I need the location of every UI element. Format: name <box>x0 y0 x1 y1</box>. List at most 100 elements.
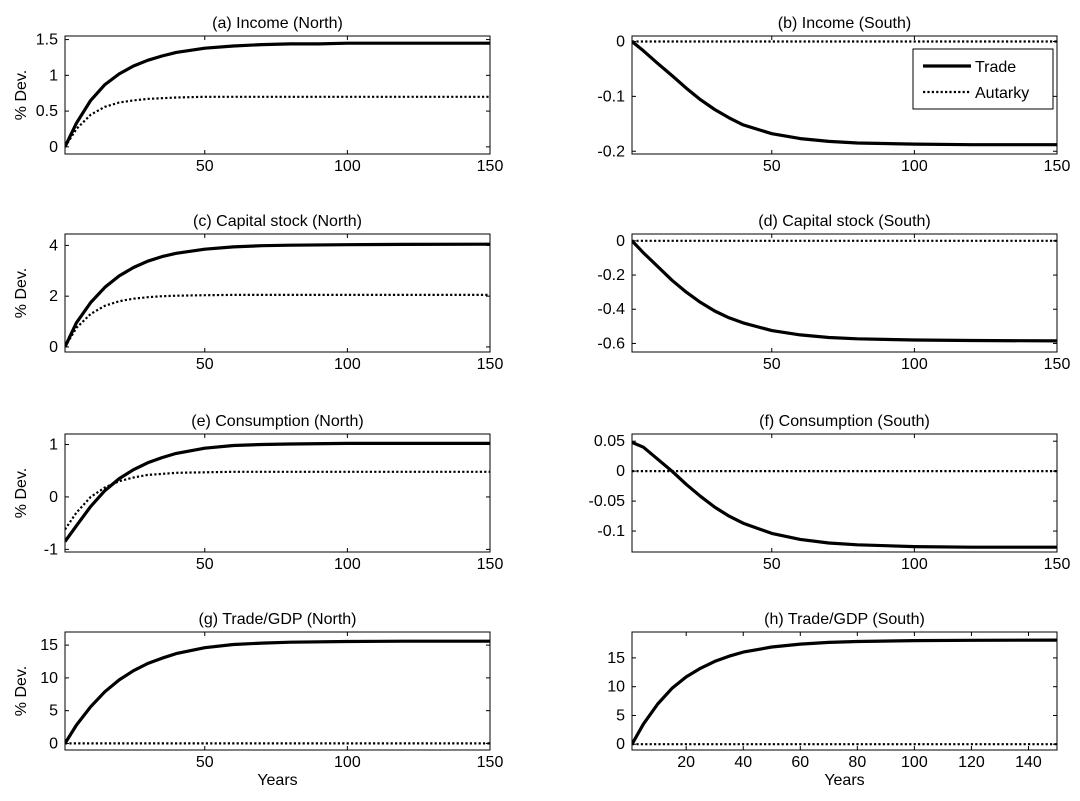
series-line-solid <box>632 40 1057 147</box>
x-tick-label: 100 <box>901 754 928 771</box>
series-line-dotted <box>65 293 490 348</box>
x-tick-label: 50 <box>196 556 214 573</box>
x-axis-label: Years <box>257 772 297 789</box>
y-tick-label: -0.2 <box>597 267 625 284</box>
axes-box <box>64 631 491 751</box>
subplot-title: (d) Capital stock (South) <box>758 213 931 230</box>
y-tick-label: 2 <box>49 288 58 305</box>
x-tick-label: 50 <box>196 356 214 373</box>
y-tick-label: 15 <box>40 637 58 654</box>
y-tick-label: 0 <box>616 33 625 50</box>
y-tick-label: 15 <box>607 650 625 667</box>
legend-label: Autarky <box>975 85 1029 102</box>
legend-box <box>912 48 1054 110</box>
series-line-dotted <box>65 470 490 531</box>
x-tick-label: 40 <box>734 754 752 771</box>
axes-box <box>631 433 1058 553</box>
y-tick-label: -0.6 <box>597 335 625 352</box>
series-line-solid <box>632 440 1057 549</box>
y-tick-label: 10 <box>40 670 58 687</box>
subplot-title: (f) Consumption (South) <box>759 413 930 430</box>
y-axis-label: % Dev. <box>13 268 30 318</box>
x-tick-label: 150 <box>477 158 504 175</box>
x-tick-label: 100 <box>334 556 361 573</box>
y-tick-label: 5 <box>616 707 625 724</box>
series-line-solid <box>65 41 490 148</box>
y-tick-label: -0.1 <box>597 88 625 105</box>
x-tick-label: 150 <box>1044 556 1071 573</box>
subplot-3: (d) Capital stock (South) 50 100 150 0 -0.2 -0… <box>597 213 1070 373</box>
y-tick-label: 0 <box>49 735 58 752</box>
axes-box <box>631 35 1058 155</box>
subplot-2: (c) Capital stock (North) 50 100 150 0 2 4 % De… <box>13 213 503 373</box>
x-tick-label: 50 <box>763 356 781 373</box>
y-tick-label: 0.5 <box>36 103 58 120</box>
legend-label: Trade <box>975 59 1016 76</box>
y-tick-label: -0.4 <box>597 301 625 318</box>
subplot-title: (c) Capital stock (North) <box>193 213 362 230</box>
subplot-5: (f) Consumption (South) 50 100 150 0.05 0 -0.0… <box>589 413 1071 573</box>
x-tick-label: 80 <box>848 754 866 771</box>
y-tick-label: 1 <box>49 67 58 84</box>
x-tick-label: 150 <box>1044 158 1071 175</box>
subplot-title: (e) Consumption (North) <box>191 413 364 430</box>
x-tick-label: 100 <box>334 356 361 373</box>
y-tick-label: 0 <box>49 489 58 506</box>
x-tick-label: 50 <box>763 556 781 573</box>
y-tick-label: -0.05 <box>589 493 626 510</box>
subplot-6: (g) Trade/GDP (North) 50 100 150 0 5 10 15 % Dev… <box>13 611 503 789</box>
x-tick-label: 100 <box>901 158 928 175</box>
subplot-title: (h) Trade/GDP (South) <box>764 611 925 628</box>
y-tick-label: 0 <box>616 233 625 250</box>
subplot-0: (a) Income (North) 50 100 150 0 0.5 1 1.5 % Dev. <box>13 15 503 175</box>
subplot-title: (a) Income (North) <box>212 15 343 32</box>
y-tick-label: -1 <box>44 541 58 558</box>
y-tick-label: 0.05 <box>594 433 625 450</box>
x-tick-label: 50 <box>196 158 214 175</box>
y-tick-label: 1.5 <box>36 32 58 49</box>
series-line-solid <box>65 242 490 348</box>
series-line-solid <box>632 638 1057 745</box>
x-tick-label: 140 <box>1015 754 1042 771</box>
x-tick-label: 100 <box>901 556 928 573</box>
x-tick-label: 20 <box>677 754 695 771</box>
x-tick-label: 100 <box>334 158 361 175</box>
subplot-4: (e) Consumption (North) 50 100 150 -1 0 1 % Dev… <box>13 413 503 573</box>
x-tick-label: 150 <box>477 754 504 771</box>
x-axis-label: Years <box>824 772 864 789</box>
x-tick-label: 150 <box>477 556 504 573</box>
x-tick-label: 60 <box>791 754 809 771</box>
y-tick-label: 0 <box>616 463 625 480</box>
y-axis-label: % Dev. <box>13 468 30 518</box>
y-tick-label: 5 <box>49 703 58 720</box>
legend: Trade Autarky <box>912 48 1054 110</box>
y-axis-label: % Dev. <box>13 70 30 120</box>
axes-box <box>64 35 491 155</box>
x-tick-label: 150 <box>477 356 504 373</box>
y-tick-label: -0.1 <box>597 523 625 540</box>
subplot-title: (b) Income (South) <box>778 15 911 32</box>
series-line-solid <box>65 639 490 745</box>
y-tick-label: 0 <box>616 736 625 753</box>
subplot-7: (h) Trade/GDP (South) 20 40 60 80 100 120 140 0 5… <box>607 611 1058 789</box>
y-tick-label: 0 <box>49 139 58 156</box>
x-tick-label: 150 <box>1044 356 1071 373</box>
series-line-solid <box>632 239 1057 343</box>
series-line-dotted <box>65 95 490 148</box>
y-tick-label: 10 <box>607 679 625 696</box>
x-tick-label: 50 <box>196 754 214 771</box>
y-axis-label: % Dev. <box>13 666 30 716</box>
y-tick-label: 0 <box>49 339 58 356</box>
x-tick-label: 120 <box>958 754 985 771</box>
x-tick-label: 50 <box>763 158 781 175</box>
x-tick-label: 100 <box>901 356 928 373</box>
y-tick-label: 1 <box>49 436 58 453</box>
y-tick-label: -0.2 <box>597 143 625 160</box>
series-line-solid <box>65 441 490 543</box>
y-tick-label: 4 <box>49 237 58 254</box>
axes-box <box>64 233 491 353</box>
x-tick-label: 100 <box>334 754 361 771</box>
axes-box <box>64 433 491 553</box>
subplot-1: (b) Income (South) 50 100 150 0 -0.1 -0.2 Trade… <box>597 15 1070 175</box>
